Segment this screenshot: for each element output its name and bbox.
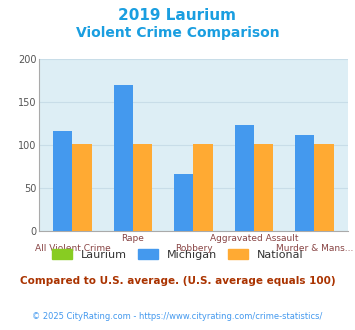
Bar [72, 144, 92, 231]
Bar [254, 144, 273, 231]
Legend: Laurium, Michigan, National: Laurium, Michigan, National [47, 245, 308, 264]
Text: 2019 Laurium: 2019 Laurium [119, 8, 236, 23]
Bar [114, 85, 133, 231]
Bar [295, 135, 315, 231]
Text: Compared to U.S. average. (U.S. average equals 100): Compared to U.S. average. (U.S. average … [20, 276, 335, 285]
Text: © 2025 CityRating.com - https://www.cityrating.com/crime-statistics/: © 2025 CityRating.com - https://www.city… [32, 312, 323, 321]
Bar [133, 144, 152, 231]
Bar [53, 131, 72, 231]
Bar [315, 144, 334, 231]
Bar [193, 144, 213, 231]
Bar [235, 125, 254, 231]
Bar [174, 174, 193, 231]
Text: Violent Crime Comparison: Violent Crime Comparison [76, 26, 279, 40]
